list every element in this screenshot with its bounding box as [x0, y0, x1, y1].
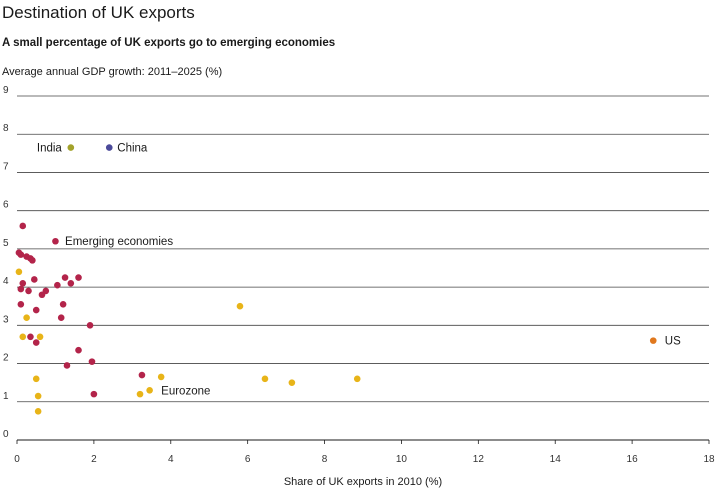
- x-tick-label: 0: [14, 454, 20, 465]
- point-emerging-economies: [17, 301, 25, 308]
- point-emerging-economies: [90, 390, 98, 398]
- point-emerging-economies: [17, 285, 25, 293]
- y-tick-label: 1: [3, 391, 9, 402]
- point-emerging-economies: [75, 346, 82, 354]
- point-emerging-economies: [19, 222, 27, 230]
- point-eurozone: [19, 333, 27, 341]
- x-tick-label: 14: [550, 454, 562, 465]
- x-tick-label: 18: [703, 454, 715, 465]
- point-emerging-economies: [67, 279, 75, 287]
- point-eurozone: [32, 375, 40, 383]
- label-india: India: [37, 143, 63, 155]
- y-tick-label: 7: [3, 161, 9, 172]
- chart-title: Destination of UK exports: [2, 3, 195, 22]
- y-tick-label: 0: [3, 429, 9, 440]
- x-tick-label: 6: [245, 454, 251, 465]
- point-india: [67, 144, 75, 151]
- point-china: [105, 144, 113, 151]
- point-eurozone: [261, 375, 269, 383]
- annotation-emerging-economies: Emerging economies: [65, 236, 173, 248]
- x-tick-label: 8: [322, 454, 328, 465]
- point-eurozone: [236, 302, 244, 310]
- y-tick-label: 3: [3, 314, 9, 325]
- point-eurozone: [353, 375, 361, 383]
- y-tick-label: 2: [3, 353, 9, 364]
- point-emerging-economies: [32, 306, 40, 314]
- point-emerging-economies: [86, 322, 94, 329]
- annotation-eurozone: Eurozone: [161, 385, 210, 397]
- x-tick-label: 2: [91, 454, 97, 465]
- y-tick-label: 9: [3, 85, 9, 96]
- point-eurozone: [146, 387, 153, 394]
- point-emerging-economies: [63, 362, 71, 369]
- chart-subtitle: A small percentage of UK exports go to e…: [2, 37, 336, 49]
- point-emerging-economies: [19, 279, 27, 287]
- point-emerging-economies: [32, 339, 40, 346]
- y-axis-label: Average annual GDP growth: 2011–2025 (%): [2, 66, 223, 78]
- point-eurozone: [34, 392, 42, 400]
- y-tick-label: 6: [3, 200, 9, 211]
- point-emerging-economies: [25, 287, 32, 295]
- y-tick-label: 8: [3, 123, 9, 134]
- label-china: China: [117, 143, 148, 155]
- point-emerging-economies: [27, 333, 34, 341]
- point-emerging-economies: [54, 281, 61, 289]
- y-tick-label: 4: [3, 276, 9, 287]
- y-tick-label: 5: [3, 238, 9, 249]
- x-tick-label: 16: [627, 454, 639, 465]
- point-emerging-economies: [17, 251, 25, 258]
- point-emerging-economies: [61, 274, 69, 281]
- point-eurozone: [34, 408, 42, 415]
- point-emerging-economies: [59, 301, 67, 308]
- point-emerging-economies: [88, 358, 96, 365]
- point-emerging-economies: [138, 371, 146, 379]
- x-tick-label: 10: [396, 454, 408, 465]
- point-emerging-economies: [31, 276, 38, 283]
- point-emerging-economies: [29, 257, 36, 264]
- point-eurozone: [36, 333, 44, 341]
- x-axis-label: Share of UK exports in 2010 (%): [284, 476, 442, 488]
- annotation-us: US: [665, 336, 681, 348]
- point-emerging-economies: [75, 274, 82, 281]
- point-emerging-economies: [57, 314, 65, 321]
- point-emerging-economies: [52, 237, 59, 245]
- point-eurozone: [288, 379, 296, 386]
- point-us: [649, 337, 657, 344]
- x-tick-label: 12: [473, 454, 485, 465]
- point-eurozone: [157, 373, 165, 381]
- point-eurozone: [15, 268, 23, 276]
- point-emerging-economies: [42, 287, 50, 295]
- point-eurozone: [136, 390, 144, 398]
- x-tick-label: 4: [168, 454, 174, 465]
- point-eurozone: [23, 314, 30, 321]
